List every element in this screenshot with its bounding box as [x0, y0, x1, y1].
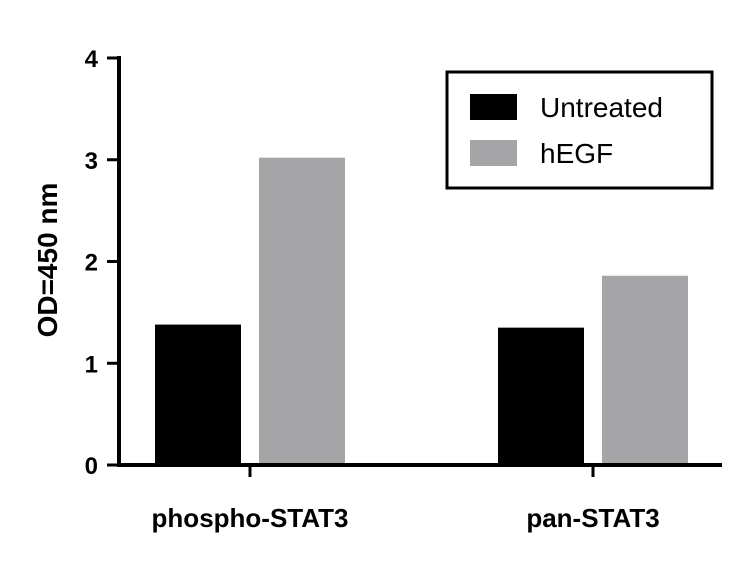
bar-pan-stat3-hegf — [602, 275, 688, 465]
x-tick-label-phospho-stat3: phospho-STAT3 — [152, 503, 349, 533]
x-tick-label-pan-stat3: pan-STAT3 — [526, 503, 659, 533]
y-tick-label: 3 — [85, 148, 98, 175]
legend-swatch-untreated — [470, 94, 517, 120]
y-tick-label: 0 — [85, 453, 98, 480]
y-tick-label: 1 — [85, 351, 98, 378]
y-tick-label: 4 — [85, 46, 99, 73]
bar-pan-stat3-untreated — [498, 327, 584, 465]
legend-label-hegf: hEGF — [540, 138, 613, 169]
y-axis-title: OD=450 nm — [32, 183, 63, 338]
legend: Untreated hEGF — [445, 70, 714, 190]
y-tick-label: 2 — [85, 250, 98, 277]
bar-phospho-stat3-untreated — [155, 324, 241, 465]
legend-box — [445, 70, 714, 190]
bars-group — [155, 157, 688, 465]
x-ticks-group: phospho-STAT3 pan-STAT3 — [152, 465, 660, 533]
y-ticks-group: 0 1 2 3 4 — [85, 46, 119, 480]
legend-swatch-hegf — [470, 140, 517, 166]
bar-phospho-stat3-hegf — [259, 157, 345, 465]
legend-label-untreated: Untreated — [540, 92, 663, 123]
